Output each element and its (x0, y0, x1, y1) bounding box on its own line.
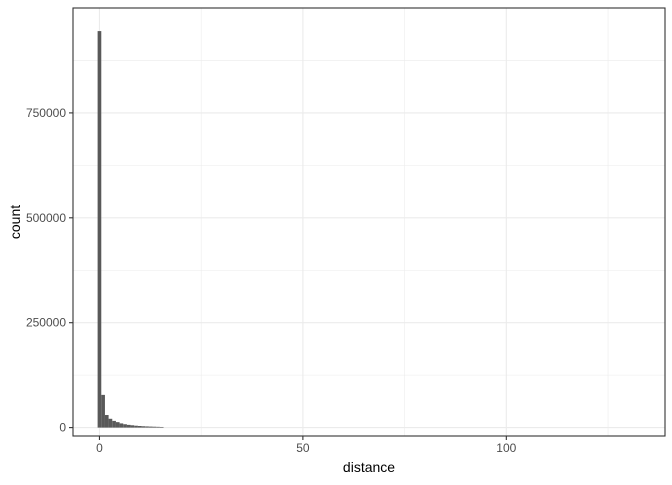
histogram-bar (134, 425, 138, 428)
panel-border (72, 7, 666, 437)
histogram-bar (141, 426, 146, 428)
x-tick-label: 0 (96, 441, 103, 455)
y-tick-label: 250000 (26, 316, 66, 330)
histogram-bar (108, 418, 113, 428)
histogram-bar (145, 426, 149, 428)
histogram-bar (123, 424, 127, 428)
x-axis-title: distance (343, 459, 395, 475)
x-tick-label: 100 (496, 441, 516, 455)
histogram-bar (115, 422, 120, 428)
histogram-bar (97, 31, 102, 428)
histogram-bars (97, 31, 164, 428)
axes: 0 50 100 0 250000 500000 750000 (26, 106, 517, 455)
histogram-bar (159, 426, 164, 428)
histogram-bar (130, 425, 135, 428)
y-axis-title: count (7, 205, 23, 239)
y-tick-label: 500000 (26, 211, 66, 225)
histogram-bar (156, 426, 160, 428)
histogram-bar (148, 426, 153, 428)
histogram-bar (126, 424, 131, 428)
y-tick-label: 0 (59, 421, 66, 435)
histogram-bar (104, 415, 109, 428)
x-tick-label: 50 (296, 441, 310, 455)
histogram-bar (137, 426, 142, 428)
histogram-bar (119, 423, 124, 428)
histogram-bar (152, 426, 157, 428)
histogram-bar (112, 420, 116, 428)
histogram-bar (101, 394, 105, 428)
y-tick-label: 750000 (26, 106, 66, 120)
